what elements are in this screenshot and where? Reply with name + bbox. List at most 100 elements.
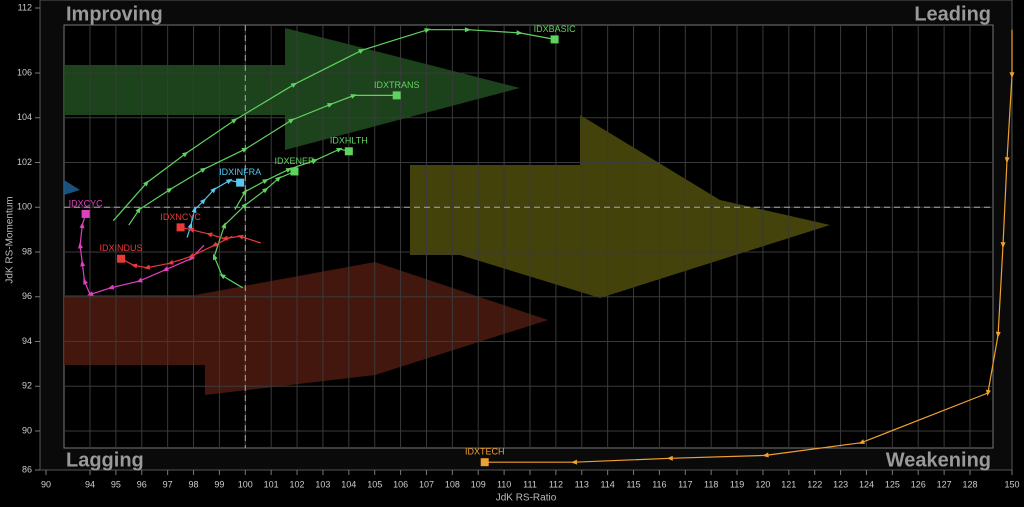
x-tick-label: 90 xyxy=(41,479,51,489)
tail-point xyxy=(221,235,228,241)
series-label: IDXENER xyxy=(274,156,315,166)
tail-point xyxy=(516,30,523,36)
tail-point xyxy=(995,331,1001,338)
tail-point xyxy=(262,178,269,185)
x-tick-label: 117 xyxy=(678,479,692,489)
tail-point xyxy=(213,253,218,261)
tail-point xyxy=(336,147,343,153)
y-tick-label: 90 xyxy=(22,425,32,435)
x-tick-label: 109 xyxy=(471,479,486,489)
tail-point xyxy=(311,158,319,164)
x-tick-label: 121 xyxy=(781,479,796,489)
tail xyxy=(112,29,555,222)
tail-point xyxy=(206,232,213,238)
tail-point xyxy=(262,187,269,194)
x-tick-label: 97 xyxy=(163,479,173,489)
y-tick-label: 112 xyxy=(18,2,32,12)
series-label: IDXTRANS xyxy=(374,80,420,90)
tail-point xyxy=(188,254,195,261)
x-tick-label: 114 xyxy=(600,479,614,489)
tail-point xyxy=(357,48,365,54)
x-tick-label: 124 xyxy=(859,479,874,489)
tail-point xyxy=(83,278,88,285)
x-tick-label: 120 xyxy=(755,479,770,489)
tail-point xyxy=(1000,242,1006,249)
tail-point xyxy=(77,242,83,249)
tail-point xyxy=(219,273,226,280)
x-tick-label: 113 xyxy=(575,479,589,489)
tail-point xyxy=(166,187,173,194)
x-tick-label: 123 xyxy=(833,479,848,489)
x-tick-label: 101 xyxy=(264,479,279,489)
x-tick-label: 94 xyxy=(85,479,95,489)
series-label: IDXINFRA xyxy=(219,167,261,177)
series-layer: IDXBASIC IDXTRANS IDXHLTH IDXENER IDXINFRA ID… xyxy=(69,24,1015,467)
x-tick-label: 150 xyxy=(1004,479,1019,489)
tail-point xyxy=(187,222,193,229)
x-tick-label: 104 xyxy=(341,479,356,489)
x-axis-title: JdK RS-Ratio xyxy=(496,493,557,504)
head xyxy=(290,167,299,176)
x-tick-label: 127 xyxy=(937,479,952,489)
head xyxy=(236,178,245,187)
tail-point xyxy=(858,439,866,444)
x-tick-label: 112 xyxy=(549,479,563,489)
tail-point xyxy=(221,222,227,229)
tail-point xyxy=(1004,157,1010,164)
tail-point xyxy=(191,206,197,214)
y-tick-label: 86 xyxy=(22,464,32,474)
tail-point xyxy=(136,277,143,283)
x-tick-label: 115 xyxy=(626,479,640,489)
series-label: IDXTECH xyxy=(465,447,505,457)
x-tick-label: 122 xyxy=(807,479,822,489)
tail-point xyxy=(350,94,357,99)
head xyxy=(480,458,489,467)
tail-point xyxy=(79,222,85,229)
tail-point xyxy=(200,198,207,205)
y-tick-label: 92 xyxy=(22,381,32,391)
y-tick-label: 106 xyxy=(17,67,32,77)
x-tick-label: 110 xyxy=(497,479,511,489)
quadrant-label: Leading xyxy=(914,3,991,25)
tail-point xyxy=(167,259,174,265)
quadrant-label: Lagging xyxy=(66,449,144,471)
tail-point xyxy=(200,167,207,173)
tail-point xyxy=(225,178,233,185)
y-tick-label: 96 xyxy=(22,291,32,301)
tail-point xyxy=(1009,72,1015,79)
tail-point xyxy=(237,234,244,240)
x-tick-label: 102 xyxy=(290,479,305,489)
x-tick-label: 95 xyxy=(111,479,121,489)
tail-point xyxy=(143,180,149,187)
series-label: IDXBASIC xyxy=(534,24,577,34)
x-tick-label: 111 xyxy=(523,479,537,489)
head xyxy=(176,223,185,232)
x-tick-label: 126 xyxy=(911,479,926,489)
x-tick-label: 116 xyxy=(652,479,666,489)
tail-point xyxy=(285,167,293,173)
x-tick-label: 105 xyxy=(367,479,382,489)
arrow-green xyxy=(64,28,520,150)
tail-point xyxy=(211,241,218,247)
y-tick-label: 104 xyxy=(17,112,32,122)
x-tick-label: 119 xyxy=(730,479,744,489)
x-tick-label: 125 xyxy=(885,479,900,489)
x-tick-label: 103 xyxy=(315,479,330,489)
tail-point xyxy=(571,459,578,465)
y-tick-label: 94 xyxy=(22,336,32,346)
tail-point xyxy=(135,206,141,214)
series-label: IDXINDUS xyxy=(100,243,143,253)
tail-point xyxy=(231,118,238,124)
tail-point xyxy=(288,118,295,124)
x-tick-label: 108 xyxy=(445,479,460,489)
tail-point xyxy=(274,176,282,183)
y-tick-label: 100 xyxy=(17,202,32,212)
head xyxy=(117,254,126,263)
x-tick-label: 128 xyxy=(962,479,977,489)
tail-point xyxy=(985,389,991,396)
x-tick-label: 99 xyxy=(214,479,224,489)
quadrant-label: Improving xyxy=(66,3,163,25)
series-label: IDXNCYC xyxy=(160,212,201,222)
tail-point xyxy=(210,187,217,194)
